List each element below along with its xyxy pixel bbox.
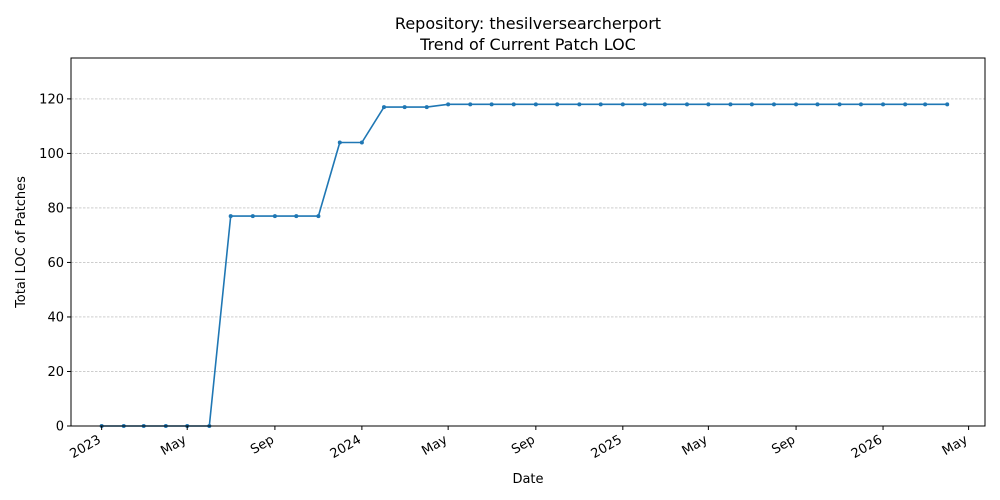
data-point [294, 214, 299, 219]
x-axis-label: Date [512, 472, 543, 487]
data-point [228, 214, 233, 219]
data-point [598, 102, 603, 107]
y-tick-label: 80 [47, 201, 64, 216]
y-tick-label: 40 [47, 310, 64, 325]
chart-subtitle: Trend of Current Patch LOC [419, 35, 636, 54]
data-point [337, 140, 342, 145]
data-point [359, 140, 364, 145]
y-tick-label: 0 [56, 420, 64, 435]
data-point [381, 105, 386, 110]
data-point [662, 102, 667, 107]
chart-title: Repository: thesilversearcherport [395, 14, 661, 33]
data-point [511, 102, 516, 107]
plot-frame [70, 57, 986, 427]
series-line [101, 103, 948, 427]
data-point [468, 102, 473, 107]
data-point [923, 102, 928, 107]
data-point [555, 102, 560, 107]
data-point [858, 102, 863, 107]
data-point [684, 102, 689, 107]
data-point [642, 102, 647, 107]
data-point [402, 105, 407, 110]
data-point [815, 102, 820, 107]
gridlines [71, 98, 985, 427]
data-point [903, 102, 908, 107]
data-point [446, 102, 451, 107]
y-tick-label: 20 [47, 365, 64, 380]
data-point [749, 102, 754, 107]
data-point [771, 102, 776, 107]
data-point [881, 102, 886, 107]
data-point [945, 102, 950, 107]
y-tick-label: 120 [39, 92, 64, 107]
y-axis-label: Total LOC of Patches [14, 176, 29, 309]
data-point [489, 102, 494, 107]
data-point [272, 214, 277, 219]
data-point [837, 102, 842, 107]
y-tick-label: 60 [47, 256, 64, 271]
data-point [728, 102, 733, 107]
data-point [794, 102, 799, 107]
data-point [577, 102, 582, 107]
data-point [316, 214, 321, 219]
data-point [424, 105, 429, 110]
data-point [706, 102, 711, 107]
y-tick-label: 100 [39, 147, 64, 162]
data-point [620, 102, 625, 107]
data-point [250, 214, 255, 219]
series-layer [99, 102, 950, 428]
y-axis-ticks: 0 20 40 60 80 100 120 [39, 92, 71, 435]
data-point [533, 102, 538, 107]
